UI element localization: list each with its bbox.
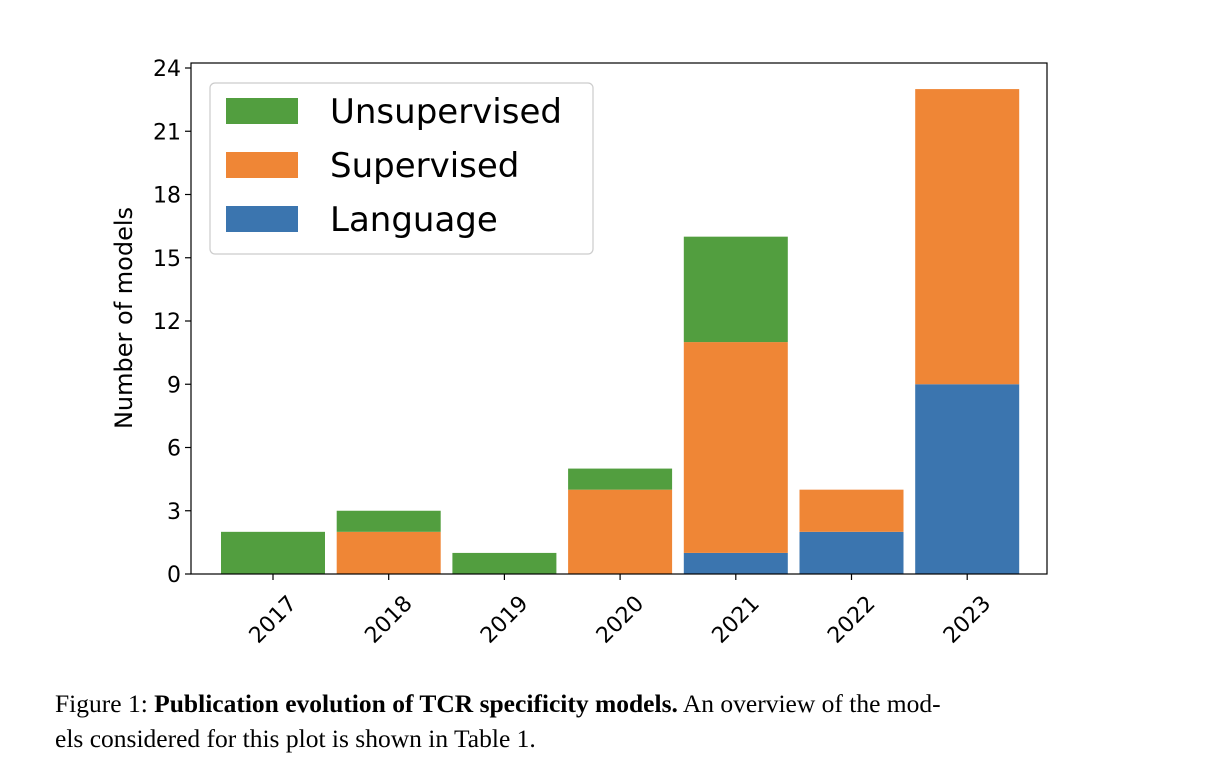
caption-line-1: Figure 1: Publication evolution of TCR s… (55, 686, 1159, 721)
legend-label-language: Language (330, 200, 498, 240)
legend-box (209, 82, 594, 255)
bar-supervised-2020 (568, 489, 673, 574)
bar-language-2023 (915, 384, 1020, 574)
caption-line-2: els considered for this plot is shown in… (55, 724, 536, 753)
bar-supervised-2021 (683, 342, 788, 553)
y-tick-label: 9 (167, 373, 181, 398)
y-tick-label: 12 (153, 310, 181, 335)
legend-swatch-unsupervised (226, 98, 298, 124)
x-tick-label: 2022 (823, 591, 880, 648)
y-tick-label: 21 (153, 120, 181, 145)
y-tick-label: 24 (153, 57, 181, 82)
stacked-bar-chart: 2017 2018 2019 2020 2021 2022 2023 0 3 6 9 12 15 18 21… (110, 57, 1048, 649)
x-tick-label: 2020 (592, 591, 649, 648)
caption-text: An overview of the mod- (677, 689, 941, 718)
legend-label-unsupervised: Unsupervised (330, 92, 562, 132)
bar-language-2021 (683, 552, 788, 574)
bar-supervised-2022 (799, 489, 904, 532)
x-tick-label: 2023 (939, 591, 996, 648)
y-axis-label: Number of models (110, 207, 138, 429)
y-tick-label: 6 (167, 437, 181, 462)
bar-unsupervised-2020 (568, 468, 673, 490)
y-tick-label: 3 (167, 500, 181, 525)
bar-supervised-2018 (336, 531, 441, 574)
bar-unsupervised-2018 (336, 510, 441, 532)
y-tick-label: 15 (153, 247, 181, 272)
figure-caption: Figure 1: Publication evolution of TCR s… (55, 686, 1159, 756)
caption-title: Publication evolution of TCR specificity… (154, 689, 678, 718)
x-tick-label: 2018 (360, 591, 417, 648)
legend-swatch-supervised (226, 152, 298, 178)
y-tick-label: 0 (167, 563, 181, 588)
x-tick-label: 2017 (245, 591, 302, 648)
plot-frame (190, 62, 1048, 575)
legend-swatch-language (226, 206, 298, 232)
legend-label-supervised: Supervised (330, 146, 519, 186)
x-tick-label: 2019 (476, 591, 533, 648)
bar-language-2022 (799, 531, 904, 574)
x-tick-label: 2021 (708, 591, 765, 648)
caption-label: Figure 1: (55, 689, 155, 718)
y-tick-label: 18 (153, 184, 181, 209)
bar-unsupervised-2021 (683, 236, 788, 343)
bar-unsupervised-2019 (452, 552, 557, 574)
bar-unsupervised-2017 (221, 531, 325, 574)
bar-supervised-2023 (915, 89, 1020, 385)
